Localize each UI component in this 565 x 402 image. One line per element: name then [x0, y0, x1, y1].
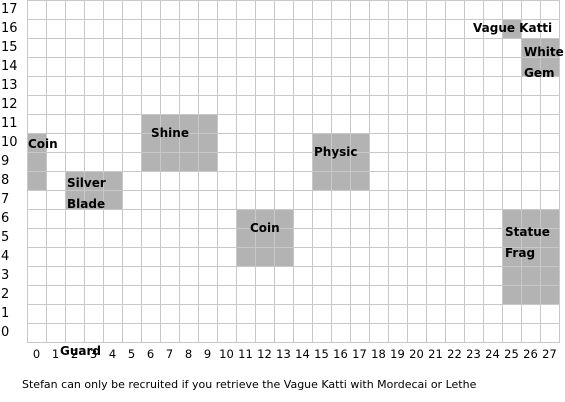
item-label-line: White	[524, 45, 564, 59]
item-label-line: Frag	[505, 246, 536, 260]
x-axis-label: 16	[333, 347, 348, 361]
x-axis-label: 7	[165, 347, 174, 361]
item-label-line: Silver	[67, 176, 106, 190]
x-axis-label: 17	[352, 347, 367, 361]
item-label-line: Blade	[67, 197, 106, 211]
item-label-line: Vague Katti	[473, 21, 553, 35]
x-axis-label: 21	[428, 347, 443, 361]
x-axis-label: 23	[466, 347, 481, 361]
y-axis-label: 3	[1, 268, 10, 283]
item-label-coin: Coin	[250, 219, 280, 237]
item-block-coin	[236, 209, 293, 266]
item-label-shine: Shine	[151, 124, 189, 142]
x-axis-label: 19	[390, 347, 405, 361]
x-axis-label: 24	[485, 347, 500, 361]
x-axis-label: 11	[238, 347, 253, 361]
y-axis-label: 4	[1, 249, 10, 264]
x-axis-label: 1	[51, 347, 60, 361]
item-label-silver-blade: Silver Blade	[67, 174, 106, 213]
y-axis-label: 15	[1, 40, 18, 55]
x-axis-label: 6	[146, 347, 155, 361]
item-label-line: Gem	[524, 66, 555, 80]
item-block-coin	[27, 133, 46, 190]
x-axis-label: 10	[219, 347, 234, 361]
x-axis-label: 14	[295, 347, 310, 361]
y-axis-label: 10	[1, 135, 18, 150]
x-axis-label: 15	[314, 347, 329, 361]
item-label-line: Coin	[250, 221, 280, 235]
y-axis-label: 7	[1, 192, 10, 207]
x-axis-label: 0	[32, 347, 41, 361]
item-label-line: Physic	[314, 145, 358, 159]
y-axis-label: 8	[1, 173, 10, 188]
item-label-line: Statue	[505, 225, 550, 239]
item-label-physic: Physic	[314, 143, 358, 161]
x-axis-label: 3	[89, 347, 98, 361]
x-axis-label: 12	[257, 347, 272, 361]
x-axis-label: 18	[371, 347, 386, 361]
y-axis-label: 1	[1, 306, 10, 321]
x-axis-label: 8	[184, 347, 193, 361]
item-block-statue-frag	[502, 209, 559, 304]
item-label-line: Shine	[151, 126, 189, 140]
x-axis-label: 25	[504, 347, 519, 361]
item-label-guard: Guard	[60, 342, 101, 360]
y-axis-label: 2	[1, 287, 10, 302]
y-axis-label: 11	[1, 116, 18, 131]
item-label-vague-katti: Vague Katti	[473, 19, 552, 37]
x-axis-label: 4	[108, 347, 117, 361]
item-label-statue-frag: Statue Frag	[505, 223, 550, 262]
y-axis-label: 9	[1, 154, 10, 169]
x-axis-label: 22	[447, 347, 462, 361]
x-axis-label: 2	[70, 347, 79, 361]
item-label-coin: Coin	[28, 135, 58, 153]
y-axis-label: 16	[1, 21, 18, 36]
x-axis-label: 13	[276, 347, 291, 361]
y-axis-label: 17	[1, 2, 18, 17]
y-axis-label: 0	[1, 325, 10, 340]
y-axis-label: 13	[1, 78, 18, 93]
y-axis-label: 5	[1, 230, 10, 245]
x-axis-label: 5	[127, 347, 136, 361]
y-axis-label: 12	[1, 97, 18, 112]
x-axis-label: 26	[523, 347, 538, 361]
item-label-white-gem: White Gem	[524, 43, 564, 82]
recruit-note: Stefan can only be recruited if you retr…	[22, 378, 477, 391]
item-label-line: Coin	[28, 137, 58, 151]
grid-lines	[27, 0, 560, 343]
item-label-line: Guard	[60, 344, 101, 358]
item-block-vague-katti	[502, 19, 521, 38]
y-axis-label: 6	[1, 211, 10, 226]
x-axis-label: 27	[542, 347, 557, 361]
y-axis-label: 14	[1, 59, 18, 74]
x-axis-label: 20	[409, 347, 424, 361]
item-block-physic	[312, 133, 369, 190]
x-axis-label: 9	[203, 347, 212, 361]
